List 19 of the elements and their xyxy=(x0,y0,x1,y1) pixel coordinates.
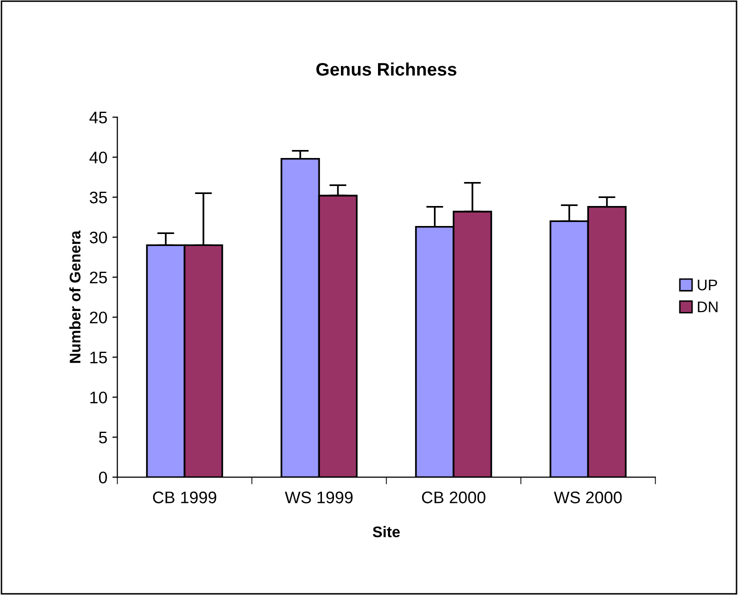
y-tick-label: 0 xyxy=(99,472,107,484)
y-tick-label: 25 xyxy=(90,272,107,284)
y-tick-label: 40 xyxy=(89,152,107,164)
legend-label: UP xyxy=(698,280,718,290)
x-tick-label: WS 2000 xyxy=(554,492,622,504)
y-tick-label: 10 xyxy=(90,392,107,404)
x-tick-label: CB 1999 xyxy=(153,492,216,504)
y-tick-label: 15 xyxy=(90,352,107,364)
y-axis-title: Number of Genera xyxy=(69,230,81,363)
y-tick-label: 20 xyxy=(90,312,107,324)
y-tick-label: 45 xyxy=(89,112,107,124)
x-tick-label: WS 1999 xyxy=(284,492,353,504)
x-axis-title: Site xyxy=(372,526,400,538)
y-tick-label: 35 xyxy=(90,192,107,204)
legend-label: DN xyxy=(698,302,718,312)
chart-title: Genus Richness xyxy=(316,62,456,76)
y-tick-label: 30 xyxy=(90,232,107,244)
y-tick-label: 5 xyxy=(99,432,107,444)
x-tick-label: CB 2000 xyxy=(422,492,486,504)
